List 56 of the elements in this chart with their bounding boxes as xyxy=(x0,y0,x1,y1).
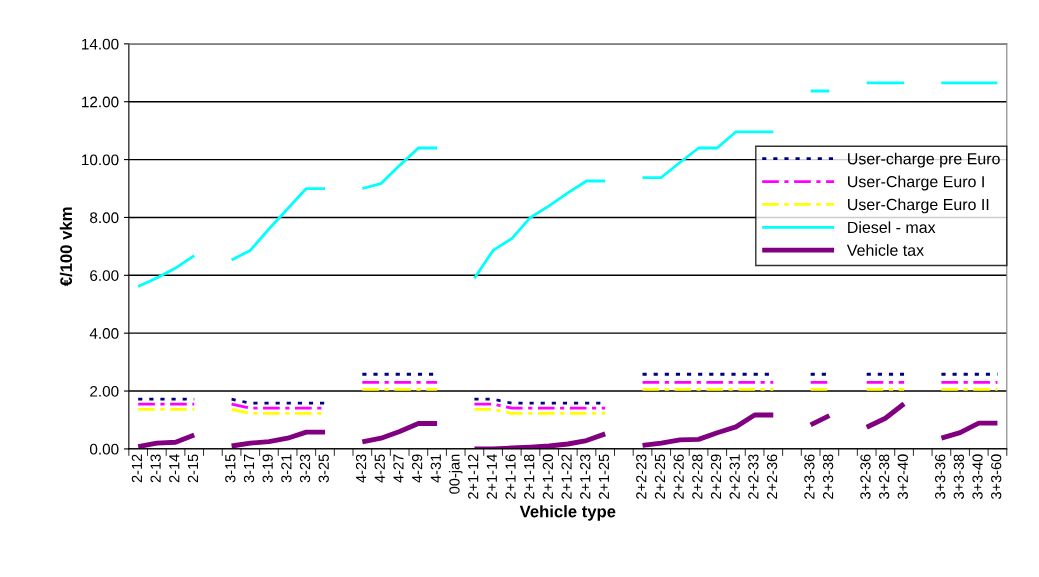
y-axis-title: €/100 vkm xyxy=(59,207,73,287)
x-tick-label: 2+2-25 xyxy=(654,454,666,499)
x-tick-label: 3+3-38 xyxy=(953,454,965,500)
legend-label: User-Charge Euro II xyxy=(848,198,989,214)
y-tick-label: 0.00 xyxy=(89,443,119,455)
x-tick-label: 3-23 xyxy=(299,454,311,483)
x-tick-label: 4-27 xyxy=(393,454,404,483)
x-tick-label: 2+1-25 xyxy=(598,454,610,499)
legend-label: Diesel - max xyxy=(848,221,936,234)
x-tick-label: 4-29 xyxy=(411,454,423,483)
x-tick-label: 2+2-26 xyxy=(673,454,684,499)
x-tick-label: 3+2-38 xyxy=(878,454,890,500)
x-tick-label: 3-19 xyxy=(262,454,273,483)
x-tick-label: 3-15 xyxy=(225,454,236,483)
x-tick-label: 2+1-18 xyxy=(524,454,535,499)
x-tick-label: 3+3-40 xyxy=(972,454,983,500)
x-tick-label: 3+3-36 xyxy=(935,454,946,500)
x-tick-label: 2+2-33 xyxy=(748,454,759,499)
y-tick-label: 4.00 xyxy=(89,328,119,339)
x-tick-label: 00-jan xyxy=(448,454,463,494)
x-tick-label: 2+1-12 xyxy=(468,454,479,499)
x-tick-label: 4-31 xyxy=(430,454,441,483)
legend-label: Vehicle tax xyxy=(846,244,924,256)
x-tick-label: 2+3-38 xyxy=(822,454,834,499)
y-tick-label: 14.00 xyxy=(82,38,119,50)
x-tick-label: 3+3-60 xyxy=(991,454,1002,500)
y-tick-label: 12.00 xyxy=(82,96,119,108)
x-tick-label: 2+2-29 xyxy=(710,454,722,499)
x-tick-label: 2+1-16 xyxy=(505,454,516,499)
x-tick-label: 2+2-36 xyxy=(766,454,778,499)
x-tick-label: 2+3-36 xyxy=(804,454,815,499)
x-tick-label: 2-12 xyxy=(131,454,142,483)
x-tick-label: 2+1-22 xyxy=(561,454,572,499)
x-tick-label: 3-25 xyxy=(318,454,329,483)
x-tick-label: 3+2-36 xyxy=(860,454,871,500)
x-tick-label: 2-13 xyxy=(150,454,161,483)
x-tick-label: 3-17 xyxy=(243,454,255,483)
x-axis-title: Vehicle type xyxy=(519,505,616,521)
x-tick-label: 2+1-14 xyxy=(486,454,497,499)
x-tick-label: 4-25 xyxy=(374,454,385,483)
y-tick-label: 10.00 xyxy=(82,154,119,166)
x-tick-label: 3-21 xyxy=(281,454,292,483)
x-tick-label: 2+2-23 xyxy=(636,454,647,499)
y-tick-label: 2.00 xyxy=(90,385,119,397)
x-tick-label: 2+1-20 xyxy=(542,454,554,499)
x-tick-label: 4-23 xyxy=(355,454,367,483)
x-tick-label: 2+1-23 xyxy=(580,454,591,499)
x-tick-label: 2-15 xyxy=(187,454,199,483)
y-tick-label: 8.00 xyxy=(90,212,119,224)
x-tick-label: 3+2-40 xyxy=(897,454,908,500)
legend-label: User-Charge Euro I xyxy=(848,175,984,191)
x-tick-label: 2-14 xyxy=(169,454,180,483)
y-tick-label: 6.00 xyxy=(90,270,119,281)
legend-label: User-charge pre Euro xyxy=(848,152,1000,168)
x-tick-label: 2+2-28 xyxy=(692,454,703,499)
x-tick-label: 2+2-31 xyxy=(729,454,740,499)
